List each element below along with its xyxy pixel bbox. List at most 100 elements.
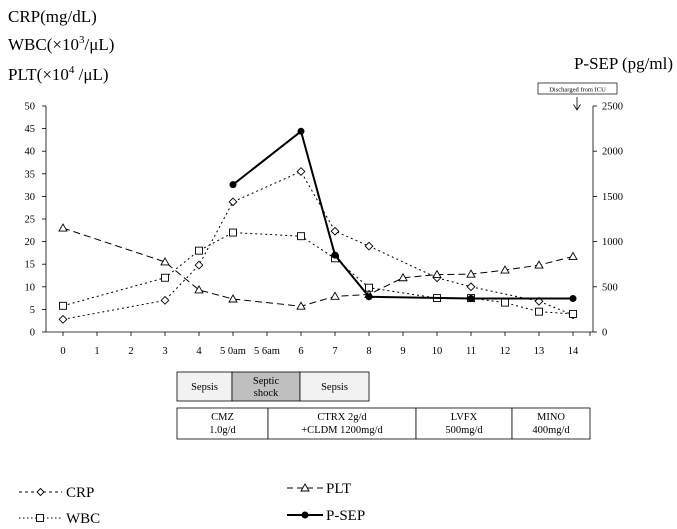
series-wbc-point [229, 228, 237, 237]
x-tick-label: 1 [94, 346, 99, 357]
series-crp-line [62, 170, 574, 320]
x-tick-label: 2 [128, 346, 133, 357]
drug-lvfx-line-1: LVFX [451, 412, 478, 423]
series-crp-point [58, 314, 68, 324]
x-tick-label: 5 0am [220, 346, 246, 357]
series-plt-point [466, 269, 476, 278]
series-p-sep-point [467, 295, 475, 303]
series-plt-point [330, 291, 340, 300]
legend-wbc-marker [36, 514, 44, 522]
drug-mino-line-1: MINO [537, 412, 565, 423]
legend-crp-label: CRP [66, 485, 94, 501]
series-wbc-point [535, 307, 543, 316]
x-tick-label: 3 [162, 346, 167, 357]
series-p-sep-point [229, 181, 237, 189]
left-tick-label: 40 [25, 147, 36, 158]
phase-row: Sepsis Septic shock Sepsis [176, 371, 370, 402]
series-plt-point [58, 223, 68, 232]
series-crp-point [534, 296, 544, 306]
series-wbc-point [569, 309, 577, 318]
right-tick-label: 1500 [602, 192, 623, 203]
series-plt-point [568, 251, 578, 260]
phase-label-septic-shock-line-1: Septic [253, 376, 280, 387]
drug-cmz-line-1: CMZ [211, 412, 234, 423]
drug-ctrx-line-1: CTRX 2g/d [317, 412, 367, 423]
series-layer [58, 127, 578, 324]
right-tick-label: 2000 [602, 147, 623, 158]
legend: CRP WBC PLT P-SEP [19, 481, 365, 527]
phase-box-sepsis-1 [176, 371, 233, 402]
left-tick-label: 5 [30, 305, 35, 316]
series-wbc-point [161, 273, 169, 282]
phase-label-sepsis-2: Sepsis [321, 382, 348, 393]
series-plt-point [160, 257, 170, 266]
series-wbc-point [501, 298, 509, 307]
left-tick-label: 50 [25, 102, 36, 113]
x-tick-label: 13 [534, 346, 545, 357]
series-plt-point [398, 272, 408, 282]
phase-label-septic-shock-line-2: shock [254, 388, 279, 399]
x-tick-label: 12 [500, 346, 511, 357]
series-crp-point [466, 282, 476, 292]
series-p-sep-point [297, 127, 305, 135]
series-crp-point [194, 260, 204, 270]
series-plt-line [62, 227, 574, 307]
series-crp-point [330, 226, 340, 236]
series-p-sep-point [331, 251, 339, 259]
left-tick-label: 10 [25, 282, 36, 293]
legend-plt-marker [300, 483, 310, 492]
series-p-sep-point [569, 295, 577, 303]
left-tick-label: 30 [25, 192, 36, 203]
left-tick-label: 35 [25, 169, 36, 180]
left-axis-title-line-1: CRP(mg/dL) [8, 7, 97, 26]
left-axis-title-line-3: PLT(×104 /μL) [8, 64, 109, 84]
left-axis-title-line-2: WBC(×103/μL) [8, 34, 114, 54]
left-tick-label: 45 [25, 124, 36, 135]
series-plt-point [296, 301, 306, 310]
series-crp-point [296, 167, 306, 176]
series-wbc-point [297, 232, 305, 241]
legend-wbc-label: WBC [66, 511, 100, 527]
phase-box-septic-shock [231, 371, 301, 402]
series-crp-point [228, 197, 238, 207]
series-wbc-point [195, 246, 203, 255]
series-crp-point [160, 295, 170, 305]
series-wbc-point [59, 301, 67, 310]
left-tick-label: 0 [30, 328, 35, 339]
legend-psep-label: P-SEP [326, 508, 365, 524]
drug-row: CMZ 1.0g/d CTRX 2g/d +CLDM 1200mg/d LVFX… [176, 407, 591, 440]
x-tick-label: 7 [332, 346, 337, 357]
x-tick-label: 6 [298, 346, 303, 357]
x-tick-label: 14 [568, 346, 579, 357]
x-tick-label: 11 [466, 346, 476, 357]
legend-crp-marker [36, 487, 45, 497]
x-tick-label: 5 6am [254, 346, 280, 357]
series-wbc-line [62, 232, 574, 315]
x-tick-label: 9 [400, 346, 405, 357]
series-plt-point [194, 285, 204, 294]
drug-box-lvfx [415, 407, 513, 440]
drug-box-mino [511, 407, 591, 440]
x-tick-label: 10 [432, 346, 443, 357]
axes: 0510152025303540455005001000150020002500… [25, 102, 624, 358]
legend-psep-marker [301, 511, 309, 519]
x-tick-label: 4 [196, 346, 202, 357]
series-p-sep-point [365, 293, 373, 301]
phase-label-sepsis-1: Sepsis [191, 382, 218, 393]
series-plt-point [432, 269, 442, 279]
right-tick-label: 1000 [602, 237, 623, 248]
annotation-text: Discharged from ICU [549, 87, 606, 94]
series-p-sep-line [232, 129, 573, 300]
annotation-box [537, 82, 618, 95]
series-plt-point [228, 294, 238, 303]
right-tick-label: 500 [602, 282, 618, 293]
left-tick-label: 25 [25, 215, 36, 226]
annotation-arrowhead [573, 104, 581, 111]
drug-cmz-line-2: 1.0g/d [209, 425, 236, 436]
drug-box-cmz [176, 407, 269, 440]
right-axis-title: P-SEP (pg/ml) [574, 54, 673, 73]
drug-lvfx-line-2: 500mg/d [445, 425, 483, 436]
phase-box-sepsis-2 [299, 371, 370, 402]
series-plt-point [534, 260, 544, 269]
